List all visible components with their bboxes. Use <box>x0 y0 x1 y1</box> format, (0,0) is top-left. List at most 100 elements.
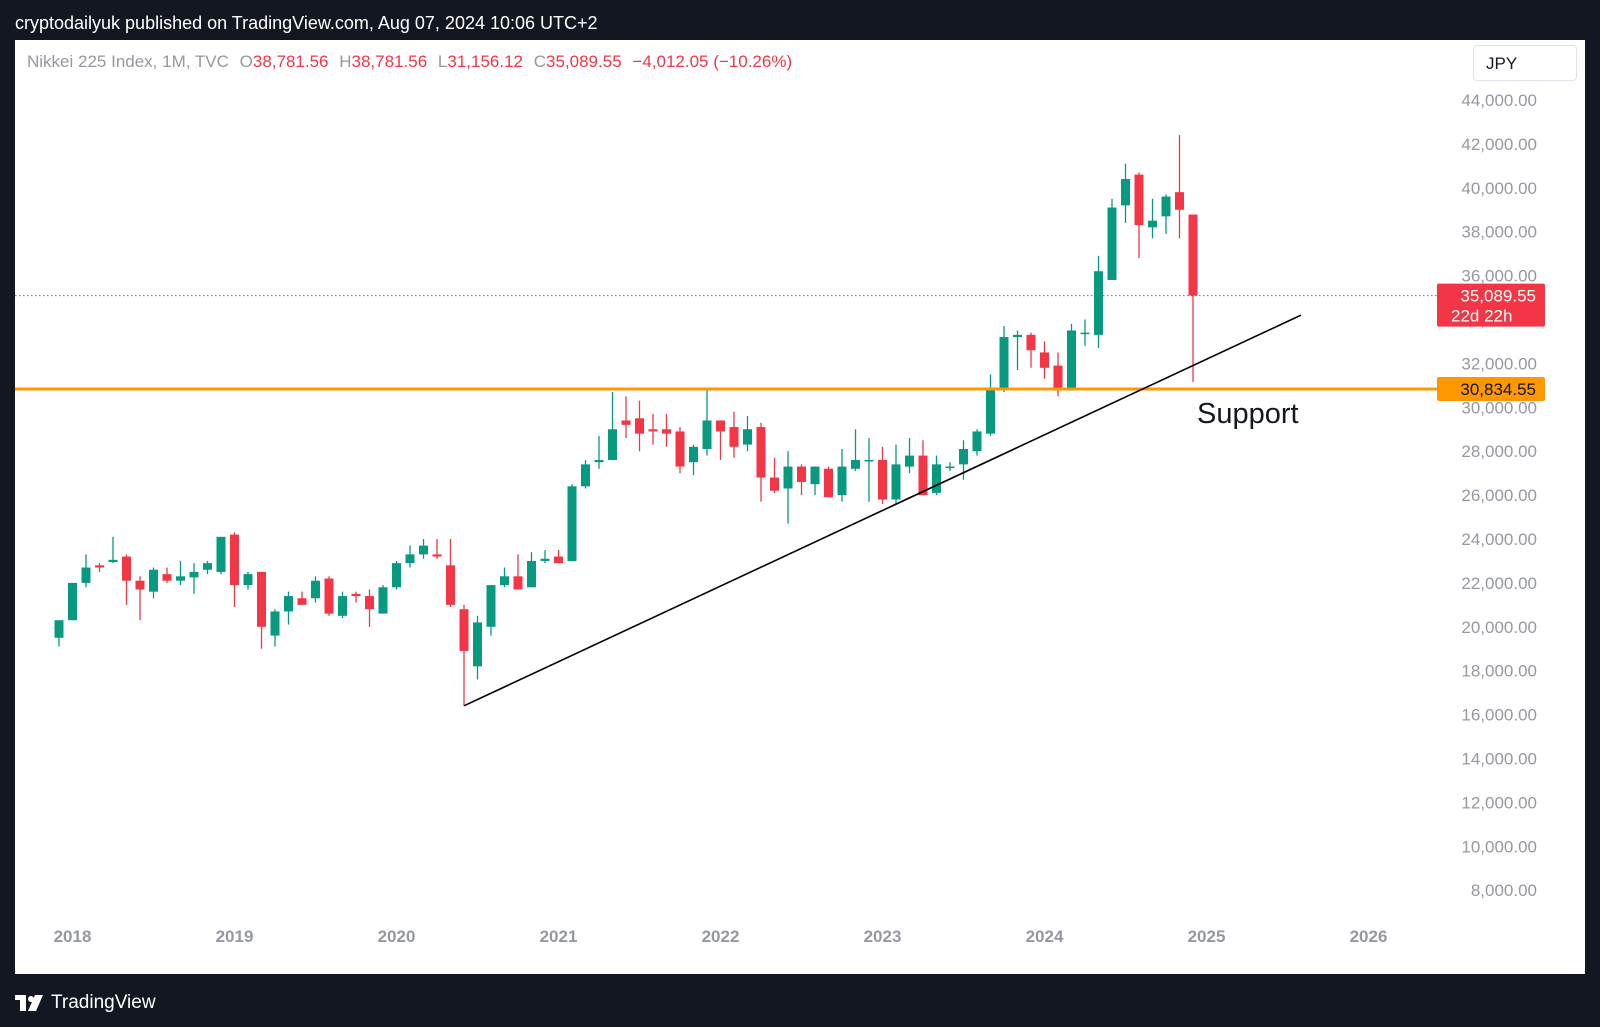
candle-body <box>297 598 307 605</box>
candle-body <box>378 587 388 614</box>
currency-selector[interactable]: JPY <box>1473 45 1577 81</box>
publisher-line: cryptodailyuk published on TradingView.c… <box>15 13 598 33</box>
candle-body <box>783 466 793 489</box>
candle-body <box>716 420 725 432</box>
y-tick-label: 26,000.00 <box>1461 486 1537 505</box>
candle-body <box>1161 196 1171 217</box>
candle-body <box>95 565 104 568</box>
candle-body <box>81 567 91 583</box>
candle-body <box>702 420 712 450</box>
candle-body <box>972 431 982 452</box>
candle-body <box>122 556 131 581</box>
support-annotation: Support <box>1197 398 1299 430</box>
candle-body <box>54 620 64 638</box>
candle-body <box>635 418 644 434</box>
candle-body <box>1026 334 1036 351</box>
candle-body <box>149 569 158 592</box>
chart-canvas[interactable]: 8,000.00 10,000.00 12,000.00 14,000.00 16,00… <box>15 40 1585 974</box>
y-tick-label: 24,000.00 <box>1461 530 1537 549</box>
high-label: H <box>339 52 352 71</box>
candle-body <box>513 576 523 590</box>
x-tick-label: 2019 <box>216 927 254 946</box>
candle-body <box>770 477 779 491</box>
candle-body <box>1148 220 1157 228</box>
candle-body <box>932 464 941 493</box>
candle-body <box>284 596 293 612</box>
low-label: L <box>437 52 448 71</box>
candle-body <box>905 455 914 467</box>
last-price-badge <box>1437 283 1545 327</box>
y-tick-label: 42,000.00 <box>1461 135 1537 154</box>
change-value: −4,012.05 (−10.26%) <box>632 52 793 71</box>
high-value: 38,781.56 <box>351 52 428 71</box>
footer: TradingView <box>0 974 1600 1027</box>
candle-body <box>986 387 995 434</box>
candle-body <box>459 609 469 651</box>
candle-body <box>945 466 955 469</box>
bar-countdown-label: 22d 22h <box>1451 307 1512 326</box>
candle-body <box>203 563 212 570</box>
candle-body <box>324 578 334 614</box>
x-tick-label: 2020 <box>378 927 416 946</box>
candle-body <box>662 429 671 434</box>
candle-body <box>473 622 482 667</box>
tradingview-logo[interactable]: TradingView <box>15 992 156 1014</box>
candle-body <box>1094 271 1103 335</box>
open-label: O <box>239 52 253 71</box>
candle-body <box>959 449 968 465</box>
candle-body <box>689 446 698 463</box>
y-tick-label: 16,000.00 <box>1461 706 1537 725</box>
candle-body <box>729 427 739 447</box>
symbol-label: Nikkei 225 Index, 1M, TVC <box>27 52 229 71</box>
candle-body <box>338 596 347 616</box>
y-tick-label: 8,000.00 <box>1471 881 1537 900</box>
candle-body <box>216 536 226 572</box>
candle-body <box>1040 352 1049 368</box>
candle-body <box>176 576 185 581</box>
candle-body <box>1013 334 1022 338</box>
candle-body <box>1121 179 1130 206</box>
candle-body <box>554 556 563 564</box>
candle-body <box>135 580 145 590</box>
candle-body <box>621 420 631 425</box>
y-tick-label: 30,000.00 <box>1461 398 1537 417</box>
y-tick-label: 14,000.00 <box>1461 750 1537 769</box>
chart-frame: 8,000.00 10,000.00 12,000.00 14,000.00 16,00… <box>15 40 1585 974</box>
candle-body <box>432 554 442 557</box>
candle-body <box>189 571 199 578</box>
x-tick-label: 2021 <box>540 927 578 946</box>
candle-body <box>918 455 928 496</box>
candle-body <box>1053 365 1063 388</box>
y-tick-label: 44,000.00 <box>1461 91 1537 110</box>
y-tick-label: 36,000.00 <box>1461 267 1537 286</box>
support-price-label: 30,834.55 <box>1460 380 1536 399</box>
publisher-bar: cryptodailyuk published on TradingView.c… <box>0 0 1600 40</box>
candle-body <box>311 580 320 599</box>
y-tick-label: 22,000.00 <box>1461 574 1537 593</box>
candle-body <box>365 596 374 610</box>
x-tick-label: 2024 <box>1026 927 1064 946</box>
candle-body <box>540 558 550 561</box>
candle-body <box>864 459 874 462</box>
y-tick-label: 38,000.00 <box>1461 223 1537 242</box>
candle-body <box>392 563 401 588</box>
close-value: 35,089.55 <box>546 52 622 71</box>
candle-body <box>1107 207 1117 280</box>
candle-body <box>527 560 536 588</box>
candle-body <box>270 611 280 636</box>
candle-body <box>351 593 361 597</box>
candle-body <box>1134 174 1144 226</box>
x-tick-label: 2025 <box>1188 927 1226 946</box>
ascending-trendline <box>463 314 1302 707</box>
y-tick-label: 40,000.00 <box>1461 179 1537 198</box>
candle-body <box>608 429 617 460</box>
x-tick-label: 2022 <box>702 927 740 946</box>
candle-body <box>500 576 509 586</box>
candle-body <box>797 466 806 482</box>
y-tick-label: 18,000.00 <box>1461 662 1537 681</box>
candle-body <box>162 574 172 581</box>
candle-body <box>824 468 833 498</box>
open-value: 38,781.56 <box>252 52 329 71</box>
candle-body <box>1067 330 1076 390</box>
candle-body <box>581 464 590 487</box>
